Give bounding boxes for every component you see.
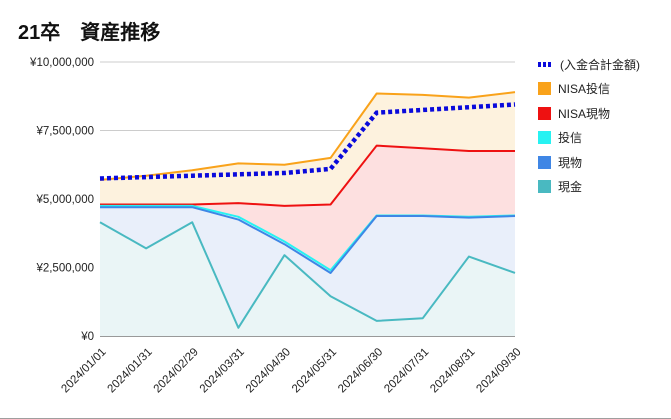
line-deposit-total — [99, 102, 516, 181]
legend-item: (入金合計金額) — [538, 52, 640, 77]
x-tick-label: 2024/07/31 — [382, 346, 431, 395]
x-tick-label: 2024/03/31 — [198, 346, 247, 395]
legend-label: NISA現物 — [558, 106, 611, 121]
y-tick-label: ¥7,500,000 — [35, 126, 94, 138]
chart-title: 21卒 資産推移 — [18, 22, 161, 44]
legend-item: 現物 — [538, 150, 640, 175]
x-tick-label: 2024/01/31 — [106, 346, 155, 395]
y-tick-label: ¥0 — [80, 331, 94, 343]
legend-item: 投信 — [538, 126, 640, 151]
legend-swatch — [538, 180, 551, 194]
line-現物 — [100, 206, 516, 274]
legend-swatch — [538, 155, 551, 169]
x-tick-label: 2024/08/31 — [428, 346, 477, 395]
line-NISA現物 — [100, 144, 515, 207]
x-tick-label: 2024/02/29 — [152, 346, 201, 395]
x-tick-label: 2024/06/30 — [336, 346, 385, 395]
x-tick-label: 2024/01/01 — [59, 346, 108, 395]
x-tick-label: 2024/04/30 — [244, 346, 293, 395]
legend-item: 現金 — [538, 175, 640, 200]
line-現金 — [99, 221, 516, 329]
y-tick-label: ¥10,000,000 — [29, 57, 94, 69]
legend-label: (入金合計金額) — [560, 57, 640, 72]
legend-item: NISA現物 — [538, 101, 640, 126]
legend-label: 投信 — [558, 131, 583, 146]
legend-swatch — [538, 131, 551, 145]
legend-item: NISA投信 — [538, 77, 640, 102]
legend-label: 現金 — [558, 180, 583, 195]
legend-swatch — [538, 82, 551, 96]
y-tick-label: ¥5,000,000 — [35, 194, 94, 206]
y-tick-label: ¥2,500,000 — [35, 263, 94, 275]
legend-label: NISA投信 — [558, 82, 611, 97]
x-tick-label: 2024/09/30 — [474, 346, 523, 395]
legend-swatch — [538, 61, 555, 67]
legend-swatch — [538, 106, 551, 120]
line-NISA投信 — [99, 91, 516, 181]
legend-label: 現物 — [558, 155, 583, 170]
x-tick-label: 2024/05/31 — [290, 346, 339, 395]
chart-legend: (入金合計金額) NISA投信 NISA現物 投信現物現金 — [538, 52, 640, 199]
